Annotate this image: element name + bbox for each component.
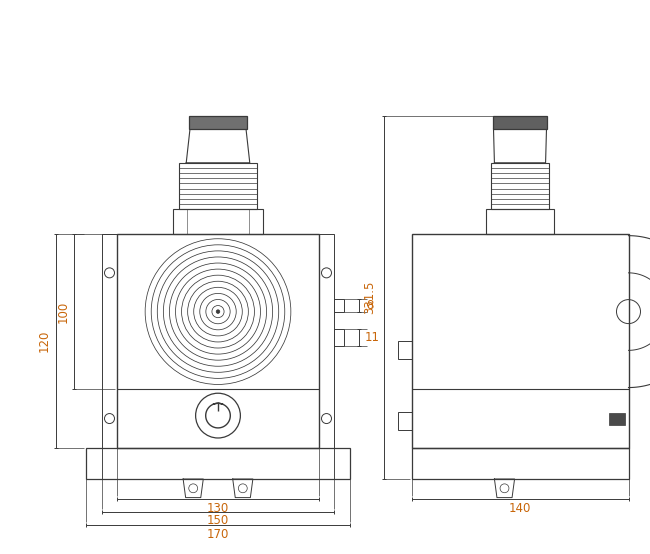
Text: 8: 8 bbox=[367, 299, 374, 312]
Text: 331.5: 331.5 bbox=[363, 281, 376, 314]
Text: 120: 120 bbox=[38, 330, 51, 352]
Text: 140: 140 bbox=[509, 501, 531, 515]
Bar bbox=[398, 413, 411, 430]
Circle shape bbox=[216, 310, 220, 314]
Text: 130: 130 bbox=[207, 501, 229, 515]
Bar bbox=[411, 448, 629, 479]
Bar bbox=[102, 234, 117, 448]
Bar bbox=[334, 329, 345, 346]
Text: 170: 170 bbox=[207, 527, 229, 541]
Bar bbox=[411, 234, 629, 448]
Bar bbox=[188, 116, 248, 129]
Bar bbox=[179, 163, 257, 209]
Text: 11: 11 bbox=[365, 331, 380, 343]
Bar bbox=[173, 209, 263, 234]
Bar bbox=[318, 234, 334, 448]
Bar bbox=[608, 413, 625, 424]
Bar bbox=[486, 209, 554, 234]
Bar bbox=[117, 234, 318, 448]
Bar bbox=[334, 299, 345, 311]
Text: 150: 150 bbox=[207, 515, 229, 527]
Text: 100: 100 bbox=[57, 300, 70, 323]
Bar bbox=[86, 448, 350, 479]
Bar bbox=[491, 163, 549, 209]
Bar bbox=[398, 341, 411, 360]
Bar bbox=[493, 116, 547, 129]
